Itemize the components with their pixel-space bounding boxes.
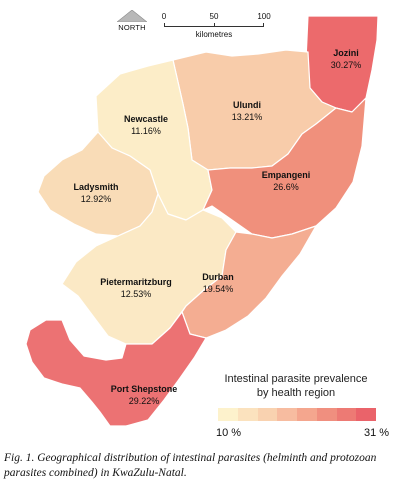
legend-swatch: [277, 408, 297, 421]
region-label-empangeni: Empangeni: [262, 170, 311, 180]
scale-tick-0: 0: [161, 12, 167, 21]
map-legend: Intestinal parasite prevalence by health…: [196, 372, 396, 439]
region-value-empangeni: 26.6%: [273, 182, 299, 192]
region-label-ulundi: Ulundi: [233, 100, 261, 110]
legend-swatch: [297, 408, 317, 421]
region-value-jozini: 30.27%: [331, 60, 362, 70]
region-label-pietermaritzburg: Pietermaritzburg: [100, 277, 172, 287]
scale-tick-50: 50: [209, 12, 219, 21]
region-label-port-shepstone: Port Shepstone: [111, 384, 178, 394]
legend-title-line-2: by health region: [256, 387, 336, 399]
region-label-durban: Durban: [202, 272, 234, 282]
scale-tick-100: 100: [257, 12, 271, 21]
legend-max-label: 31 %: [364, 427, 390, 439]
legend-swatch: [257, 408, 278, 421]
legend-min-label: 10 %: [216, 427, 242, 439]
province-map: Jozini 30.27% Ulundi 13.21% Newcastle 11…: [25, 15, 379, 427]
region-value-ladysmith: 12.92%: [81, 194, 112, 204]
north-label: NORTH: [118, 23, 146, 32]
scale-unit: kilometres: [195, 30, 233, 39]
region-value-pietermaritzburg: 12.53%: [121, 289, 152, 299]
north-indicator: NORTH: [112, 10, 152, 32]
figure-caption: Fig. 1. Geographical distribution of int…: [4, 452, 377, 479]
legend-swatch: [316, 408, 337, 421]
scale-bar: 0 50 100 kilometres: [161, 12, 271, 42]
legend-title-line-1: Intestinal parasite prevalence: [224, 373, 368, 385]
region-value-newcastle: 11.16%: [131, 126, 161, 136]
region-label-ladysmith: Ladysmith: [73, 182, 118, 192]
region-empangeni[interactable]: [202, 97, 367, 239]
region-label-jozini: Jozini: [333, 48, 359, 58]
region-value-durban: 19.54%: [203, 284, 234, 294]
region-port-shepstone[interactable]: [25, 311, 207, 427]
region-durban[interactable]: [181, 225, 317, 339]
region-value-ulundi: 13.21%: [232, 112, 263, 122]
legend-swatch: [336, 408, 357, 421]
legend-swatch: [356, 408, 376, 421]
scale-mid-tick: [214, 23, 215, 27]
legend-color-scale: [218, 408, 376, 421]
legend-swatch: [237, 408, 258, 421]
region-value-port-shepstone: 29.22%: [129, 396, 160, 406]
legend-swatch: [218, 408, 238, 421]
region-label-newcastle: Newcastle: [124, 114, 168, 124]
north-arrow-icon: [117, 10, 147, 22]
